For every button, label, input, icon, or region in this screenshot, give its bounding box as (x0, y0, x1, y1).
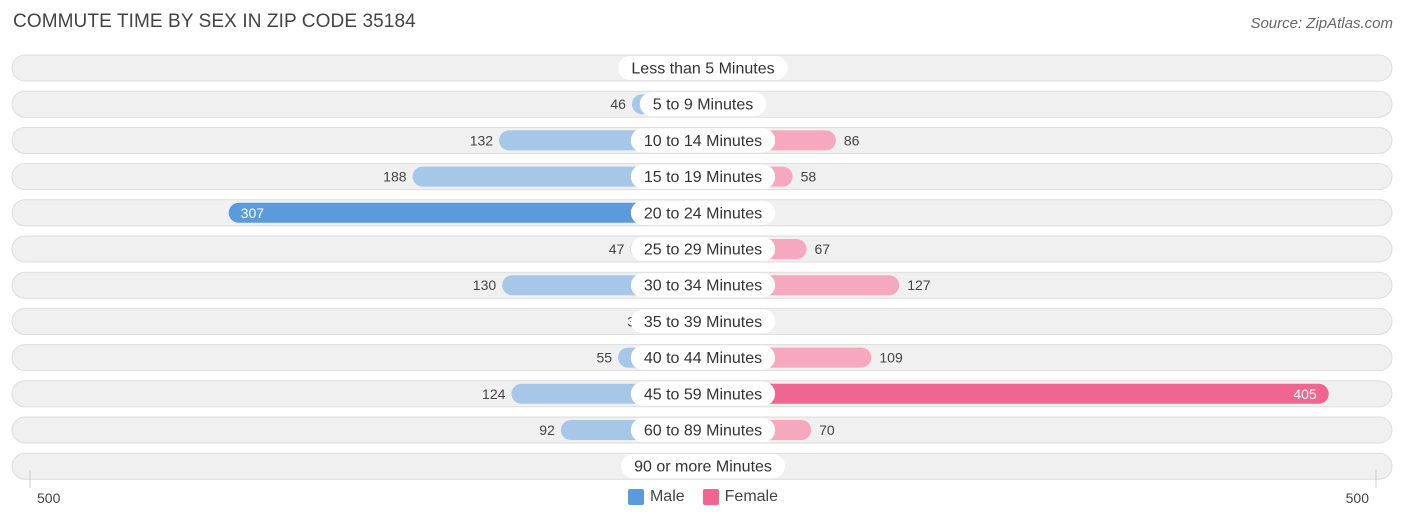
female-value-label: 58 (801, 169, 817, 185)
male-value-label: 47 (609, 241, 625, 257)
male-value-label: 46 (610, 96, 626, 112)
category-label: 30 to 34 Minutes (644, 278, 762, 295)
female-value-label: 405 (1293, 386, 1317, 402)
category-label: 20 to 24 Minutes (644, 205, 762, 222)
legend-label-male: Male (649, 488, 685, 505)
category-label: 15 to 19 Minutes (644, 169, 762, 186)
male-bar (228, 202, 703, 223)
female-value-label: 86 (844, 132, 860, 148)
female-value-label: 127 (907, 277, 931, 293)
commute-time-chart: 1924Less than 5 Minutes4605 to 9 Minutes… (11, 54, 1393, 488)
category-label: 40 to 44 Minutes (644, 350, 762, 367)
category-label: 60 to 89 Minutes (644, 423, 762, 440)
category-label-pill (618, 56, 788, 80)
legend-label-female: Female (724, 488, 779, 505)
male-value-label: 55 (596, 350, 612, 366)
category-label-pill (630, 237, 776, 261)
category-label: 90 or more Minutes (634, 459, 772, 476)
legend: Male Female (0, 488, 1406, 506)
category-label: Less than 5 Minutes (631, 61, 774, 78)
category-label-pill (630, 381, 776, 406)
female-value-label: 109 (879, 350, 903, 366)
male-value-label: 124 (482, 386, 506, 402)
female-value-label: 67 (815, 241, 831, 257)
legend-swatch-female (702, 489, 719, 505)
category-label-pill (630, 200, 776, 225)
legend-item-male: Male (627, 488, 685, 506)
chart-source: Source: ZipAtlas.com (1250, 15, 1393, 32)
category-label-pill (630, 164, 776, 189)
category-label-pill (630, 309, 776, 334)
male-value-label: 130 (473, 277, 497, 293)
male-value-label: 132 (470, 132, 494, 148)
male-bar (412, 166, 703, 187)
category-label: 10 to 14 Minutes (644, 133, 762, 150)
axis-label-right: 500 (1345, 490, 1369, 506)
category-label: 45 to 59 Minutes (644, 386, 762, 403)
category-label-pill (630, 128, 776, 153)
chart-title: COMMUTE TIME BY SEX IN ZIP CODE 35184 (13, 11, 416, 32)
female-value-label: 70 (819, 422, 835, 438)
male-value-label: 92 (539, 422, 555, 438)
male-value-label: 188 (383, 169, 407, 185)
category-label-pill (630, 418, 776, 442)
category-label: 5 to 9 Minutes (653, 97, 754, 114)
axis-label-left: 500 (37, 490, 61, 506)
category-label: 35 to 39 Minutes (644, 314, 762, 331)
category-label: 25 to 29 Minutes (644, 242, 762, 259)
female-bar (703, 383, 1329, 404)
legend-item-female: Female (702, 488, 779, 506)
category-label-pill (630, 273, 776, 298)
legend-swatch-male (627, 489, 644, 505)
category-label-pill (639, 92, 767, 117)
male-value-label: 307 (241, 205, 265, 221)
category-label-pill (621, 454, 785, 479)
category-label-pill (630, 345, 776, 370)
